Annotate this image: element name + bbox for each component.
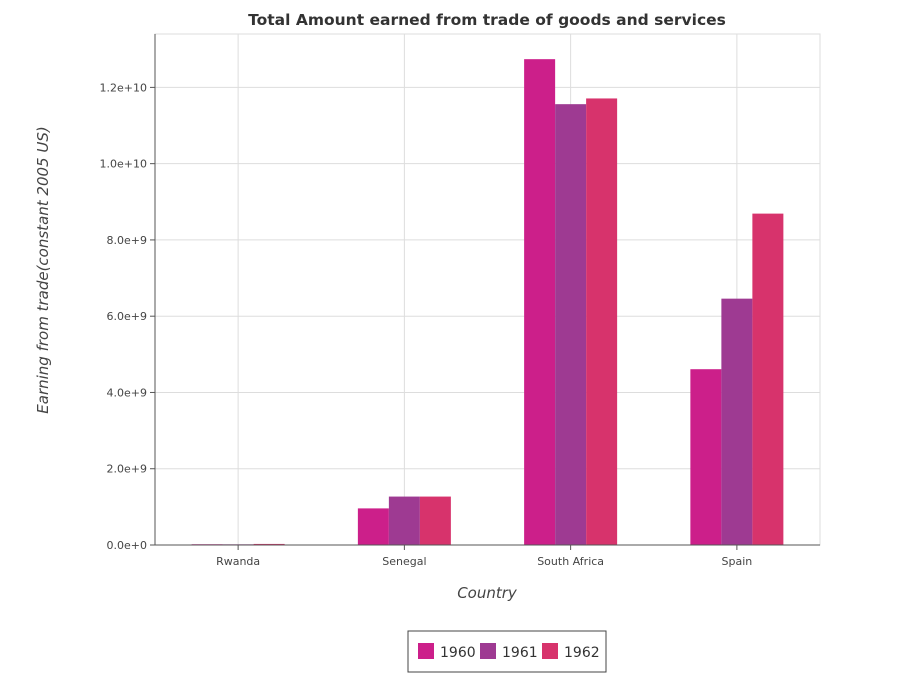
x-tick-label: Spain [722, 555, 753, 568]
y-tick-label: 1.0e+10 [100, 158, 147, 171]
grid-lines [154, 33, 821, 546]
bar-south-africa-1961 [555, 104, 587, 545]
y-tick-label: 6.0e+9 [107, 310, 147, 323]
legend-box [407, 630, 607, 673]
x-tick-label: South Africa [537, 555, 604, 568]
legend-label-1960: 1960 [440, 645, 476, 661]
legend-swatch-1961 [480, 643, 496, 659]
x-tick-label: Senegal [382, 555, 426, 568]
bar-spain-1960 [690, 369, 722, 545]
axes: 0.0e+0 2.0e+9 4.0e+9 6.0e+9 8.0e+9 1.0e+10 1.2… [100, 34, 820, 568]
y-axis-label: Earning from trade(constant 2005 US) [34, 126, 52, 413]
y-tick-label: 1.2e+10 [100, 81, 147, 94]
bar-senegal-1961 [388, 496, 420, 545]
x-axis-label: Country [457, 584, 518, 602]
legend-swatch-1962 [542, 643, 558, 659]
bar-senegal-1960 [357, 508, 389, 545]
legend: 1960 1961 1962 [407, 630, 607, 673]
y-tick-label: 4.0e+9 [107, 386, 147, 399]
bar-spain-1962 [752, 213, 784, 546]
bar-south-africa-1960 [524, 59, 556, 546]
y-tick-label: 0.0e+0 [107, 539, 147, 552]
chart-title: Total Amount earned from trade of goods … [248, 11, 726, 29]
bar-south-africa-1962 [586, 98, 618, 545]
legend-swatch-1960 [418, 643, 434, 659]
bar-spain-1961 [721, 298, 753, 545]
y-tick-label: 8.0e+9 [107, 234, 147, 247]
y-tick-label: 2.0e+9 [107, 463, 147, 476]
legend-label-1962: 1962 [564, 645, 600, 661]
bar-rwanda-1962 [253, 543, 285, 545]
bars [191, 59, 784, 546]
legend-label-1961: 1961 [502, 645, 538, 661]
x-tick-label: Rwanda [216, 555, 260, 568]
bar-senegal-1962 [419, 496, 451, 545]
